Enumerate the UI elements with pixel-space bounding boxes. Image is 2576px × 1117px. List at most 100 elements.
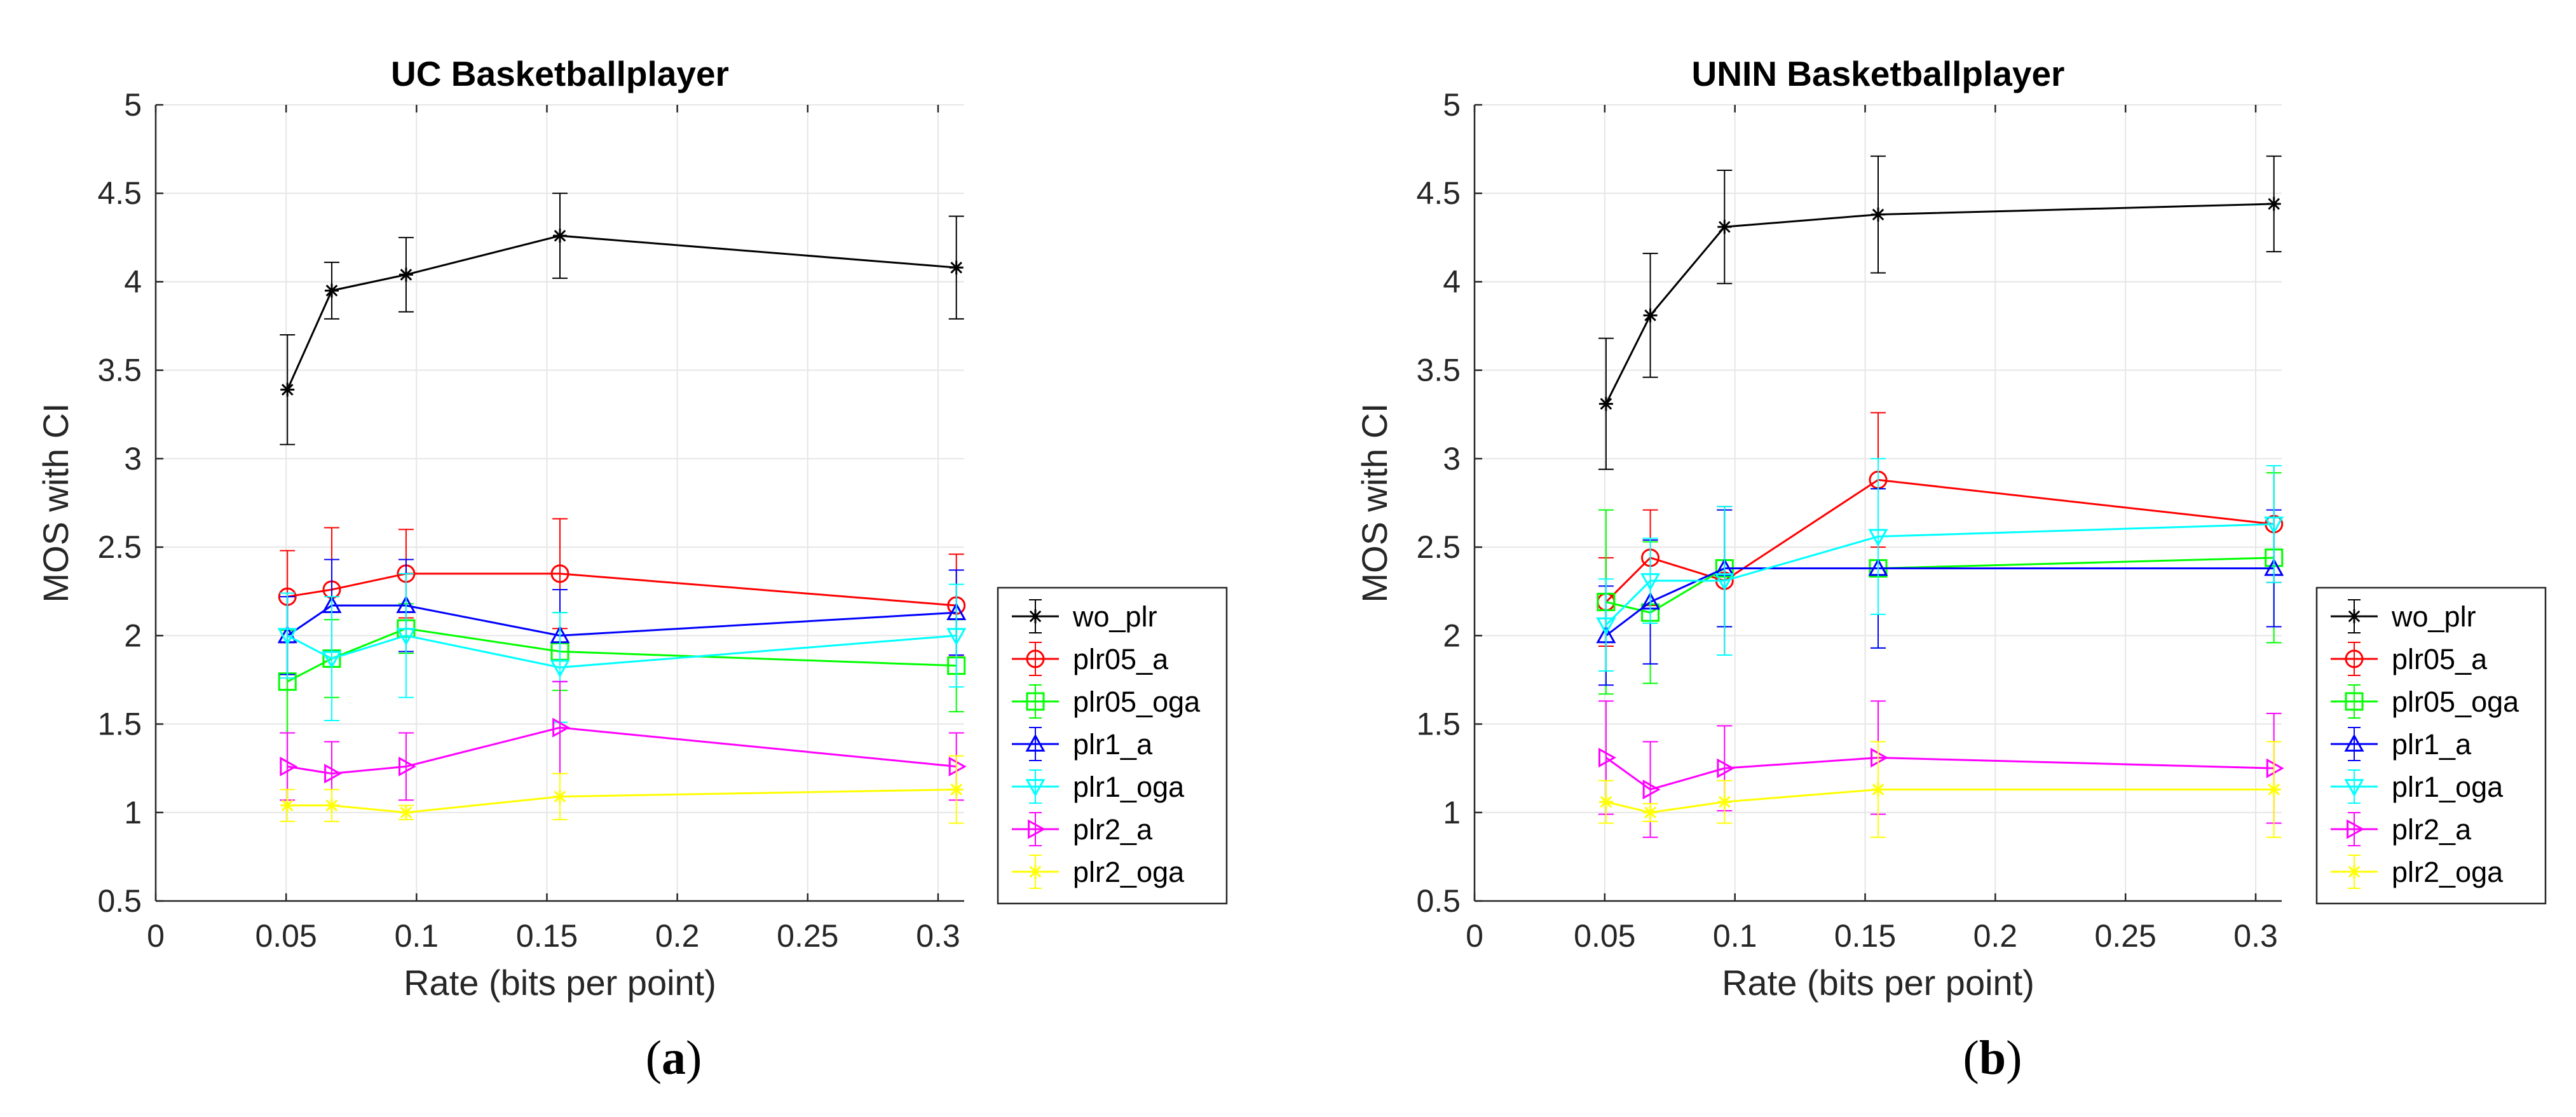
y-tick-label: 5	[1443, 87, 1461, 123]
legend-label-plr05-a: plr05_a	[2392, 643, 2488, 675]
legend-marker	[2345, 649, 2364, 668]
legend-label-plr2-a: plr2_a	[1073, 813, 1153, 846]
chart-title: UNIN Basketballplayer	[1692, 54, 2065, 93]
x-tick-label: 0.3	[2233, 918, 2278, 954]
legend-marker	[2347, 819, 2365, 839]
caption-a: (a)	[646, 1031, 702, 1085]
y-tick-label: 3.5	[97, 353, 142, 388]
data-point	[1717, 758, 1735, 778]
y-tick-label: 2.5	[97, 529, 142, 565]
legend-marker	[2347, 609, 2361, 623]
data-point	[2264, 517, 2284, 535]
x-tick-label: 0	[147, 918, 165, 954]
x-tick-label: 0.1	[395, 918, 439, 954]
x-tick-label: 0.1	[1713, 918, 1757, 954]
series-plr2-oga	[1598, 741, 2282, 838]
data-point	[550, 660, 570, 678]
chart-title: UC Basketballplayer	[391, 54, 729, 93]
data-point	[322, 651, 342, 669]
data-point	[1871, 207, 1885, 222]
chart-unin-basketballplayer: 0 0.05 0.1 0.15 0.2 0.25 0.3 0.5 1 1.5 2 2.5 3 3.5 4 4.…	[1354, 54, 2547, 1003]
data-point	[1598, 795, 1613, 809]
data-point	[1640, 573, 1661, 592]
legend-marker	[2344, 779, 2364, 797]
y-tick-label: 3.5	[1416, 353, 1461, 388]
legend: wo_plr plr05_a plr05_oga plr1_a plr1_oga plr2…	[997, 586, 1228, 905]
legend-label-plr05-oga: plr05_oga	[1073, 686, 1201, 718]
chart-uc-basketballplayer: 0 0.05 0.1 0.15 0.2 0.25 0.3 0.5 1 1.5 2 2.5 3 3.5 4 4.…	[36, 54, 1228, 1003]
legend-marker	[1028, 609, 1042, 623]
legend-label-plr1-a: plr1_a	[1073, 728, 1153, 761]
y-tick-label: 1	[1443, 795, 1461, 830]
y-tick-label: 1	[124, 795, 142, 830]
data-point	[1643, 805, 1658, 820]
x-axis-label: Rate (bits per point)	[404, 963, 716, 1003]
legend-label-plr1-oga: plr1_oga	[1073, 771, 1185, 803]
y-tick-label: 0.5	[1416, 883, 1461, 919]
series-wo-plr	[1598, 155, 2282, 470]
y-tick-label: 0.5	[97, 883, 142, 919]
x-tick-label: 0.25	[2095, 918, 2157, 954]
legend-label-wo-plr: wo_plr	[2391, 600, 2476, 633]
y-tick-label: 4.5	[1416, 175, 1461, 211]
data-point	[1871, 782, 1885, 797]
series-plr2-a	[280, 680, 967, 806]
legend-marker	[1025, 733, 1046, 752]
y-tick-label: 4	[1443, 264, 1461, 299]
legend-label-plr1-a: plr1_a	[2392, 728, 2472, 761]
legend-label-wo-plr: wo_plr	[1072, 600, 1157, 633]
data-point	[948, 756, 967, 776]
data-point	[1871, 747, 1889, 768]
legend-label-plr2-oga: plr2_oga	[2392, 856, 2504, 888]
data-point	[399, 267, 413, 282]
legend-marker	[2347, 865, 2361, 879]
series-plr2-a	[1598, 700, 2284, 838]
legend: wo_plr plr05_a plr05_oga plr1_a plr1_oga plr2…	[2315, 586, 2547, 905]
data-point	[2266, 196, 2281, 211]
data-point	[2266, 758, 2284, 778]
series-wo-plr	[280, 193, 964, 445]
legend-label-plr05-oga: plr05_oga	[2392, 686, 2519, 718]
legend-marker	[1026, 692, 1045, 711]
data-point	[2266, 782, 2281, 797]
data-point	[396, 628, 416, 646]
data-point	[1717, 220, 1732, 234]
legend-marker	[1026, 649, 1045, 668]
data-point	[324, 763, 343, 784]
data-point	[280, 382, 295, 397]
data-point	[280, 798, 295, 813]
x-tick-label: 0.2	[1973, 918, 2018, 954]
series-plr1-oga	[277, 572, 967, 723]
legend-label-plr2-a: plr2_a	[2392, 813, 2472, 846]
y-tick-label: 2.5	[1416, 529, 1461, 565]
data-point	[949, 782, 964, 797]
y-tick-label: 5	[124, 87, 142, 123]
data-point	[552, 717, 571, 738]
data-point	[1642, 780, 1661, 800]
x-tick-label: 0.2	[655, 918, 700, 954]
y-tick-label: 1.5	[1416, 707, 1461, 742]
legend-label-plr2-oga: plr2_oga	[1073, 856, 1185, 888]
data-point	[1868, 529, 1888, 547]
data-point	[1598, 747, 1616, 768]
x-tick-label: 0.15	[516, 918, 578, 954]
data-point	[399, 756, 416, 776]
y-axis-label: MOS with CI	[36, 403, 76, 602]
data-point	[1717, 795, 1732, 809]
y-tick-label: 4.5	[97, 175, 142, 211]
y-tick-label: 2	[124, 618, 142, 653]
legend-label-plr05-a: plr05_a	[1073, 643, 1169, 675]
data-point	[324, 283, 339, 298]
series-plr1-oga	[1596, 457, 2284, 672]
caption-b: (b)	[1963, 1031, 2022, 1085]
data-point	[1643, 308, 1658, 323]
legend-marker	[1028, 819, 1046, 839]
x-tick-label: 0.15	[1834, 918, 1896, 954]
data-point	[324, 798, 339, 813]
data-point	[946, 628, 967, 646]
legend-marker	[2344, 733, 2364, 752]
data-point	[1598, 396, 1613, 411]
data-point	[553, 229, 567, 243]
x-tick-label: 0.25	[777, 918, 838, 954]
data-point	[1596, 617, 1616, 635]
